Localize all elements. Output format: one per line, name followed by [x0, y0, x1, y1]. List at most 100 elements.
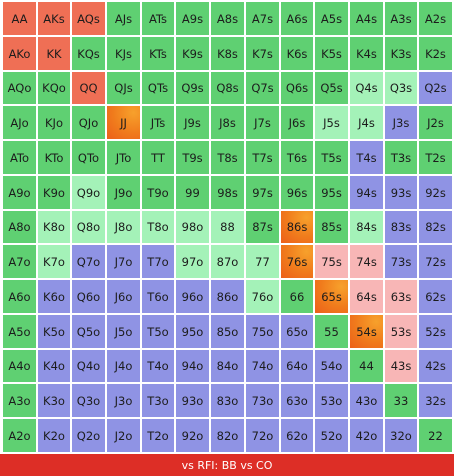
hand-cell[interactable]: Q5o: [71, 314, 106, 349]
hand-cell[interactable]: J9s: [175, 105, 210, 140]
hand-cell[interactable]: 54s: [349, 314, 384, 349]
hand-cell[interactable]: K6s: [280, 36, 314, 71]
hand-cell[interactable]: 52s: [418, 314, 453, 349]
hand-cell[interactable]: 83s: [384, 210, 418, 244]
hand-cell[interactable]: KK: [37, 36, 71, 71]
hand-cell[interactable]: A8o: [2, 210, 37, 244]
hand-cell[interactable]: 22: [418, 418, 453, 453]
hand-cell[interactable]: K5s: [314, 36, 349, 71]
hand-cell[interactable]: Q2o: [71, 418, 106, 453]
hand-cell[interactable]: ATo: [2, 140, 37, 175]
hand-cell[interactable]: 74s: [349, 244, 384, 279]
hand-cell[interactable]: 96o: [175, 279, 210, 314]
hand-cell[interactable]: J5s: [314, 105, 349, 140]
hand-cell[interactable]: QTs: [141, 71, 175, 105]
hand-cell[interactable]: Q8o: [71, 210, 106, 244]
hand-cell[interactable]: QQ: [71, 71, 106, 105]
hand-cell[interactable]: 82s: [418, 210, 453, 244]
hand-cell[interactable]: 76s: [280, 244, 314, 279]
hand-cell[interactable]: K7o: [37, 244, 71, 279]
hand-cell[interactable]: K4s: [349, 36, 384, 71]
hand-cell[interactable]: 44: [349, 349, 384, 383]
hand-cell[interactable]: Q9s: [175, 71, 210, 105]
hand-cell[interactable]: 63o: [280, 383, 314, 418]
hand-cell[interactable]: Q4s: [349, 71, 384, 105]
hand-cell[interactable]: 86s: [280, 210, 314, 244]
hand-cell[interactable]: A7s: [245, 1, 280, 36]
hand-cell[interactable]: 73o: [245, 383, 280, 418]
hand-cell[interactable]: AQs: [71, 1, 106, 36]
hand-cell[interactable]: A9s: [175, 1, 210, 36]
hand-cell[interactable]: 74o: [245, 349, 280, 383]
hand-cell[interactable]: 96s: [280, 175, 314, 210]
hand-cell[interactable]: 32o: [384, 418, 418, 453]
hand-cell[interactable]: 85o: [210, 314, 245, 349]
hand-cell[interactable]: J6s: [280, 105, 314, 140]
hand-cell[interactable]: AJo: [2, 105, 37, 140]
hand-cell[interactable]: J3o: [106, 383, 141, 418]
hand-cell[interactable]: 93s: [384, 175, 418, 210]
hand-cell[interactable]: 84o: [210, 349, 245, 383]
hand-cell[interactable]: T5o: [141, 314, 175, 349]
hand-cell[interactable]: AJs: [106, 1, 141, 36]
hand-cell[interactable]: 84s: [349, 210, 384, 244]
hand-cell[interactable]: K3s: [384, 36, 418, 71]
hand-cell[interactable]: T3s: [384, 140, 418, 175]
hand-cell[interactable]: J9o: [106, 175, 141, 210]
hand-cell[interactable]: 42o: [349, 418, 384, 453]
hand-cell[interactable]: 85s: [314, 210, 349, 244]
hand-cell[interactable]: Q4o: [71, 349, 106, 383]
hand-cell[interactable]: 95s: [314, 175, 349, 210]
hand-cell[interactable]: 72o: [245, 418, 280, 453]
hand-cell[interactable]: J7s: [245, 105, 280, 140]
hand-cell[interactable]: T8s: [210, 140, 245, 175]
hand-cell[interactable]: K5o: [37, 314, 71, 349]
hand-cell[interactable]: T7o: [141, 244, 175, 279]
hand-cell[interactable]: K6o: [37, 279, 71, 314]
hand-cell[interactable]: KTs: [141, 36, 175, 71]
hand-cell[interactable]: 82o: [210, 418, 245, 453]
hand-cell[interactable]: 83o: [210, 383, 245, 418]
hand-cell[interactable]: T6o: [141, 279, 175, 314]
hand-cell[interactable]: AQo: [2, 71, 37, 105]
hand-cell[interactable]: 65s: [314, 279, 349, 314]
hand-cell[interactable]: J4s: [349, 105, 384, 140]
hand-cell[interactable]: 94s: [349, 175, 384, 210]
hand-cell[interactable]: Q9o: [71, 175, 106, 210]
hand-cell[interactable]: Q3o: [71, 383, 106, 418]
hand-cell[interactable]: 93o: [175, 383, 210, 418]
hand-cell[interactable]: T9s: [175, 140, 210, 175]
hand-cell[interactable]: T3o: [141, 383, 175, 418]
hand-cell[interactable]: 87o: [210, 244, 245, 279]
hand-cell[interactable]: T4o: [141, 349, 175, 383]
hand-cell[interactable]: J6o: [106, 279, 141, 314]
hand-cell[interactable]: J8s: [210, 105, 245, 140]
hand-cell[interactable]: A3s: [384, 1, 418, 36]
hand-cell[interactable]: A2o: [2, 418, 37, 453]
hand-cell[interactable]: 97o: [175, 244, 210, 279]
hand-cell[interactable]: 75s: [314, 244, 349, 279]
hand-cell[interactable]: A6s: [280, 1, 314, 36]
hand-cell[interactable]: Q7o: [71, 244, 106, 279]
hand-cell[interactable]: 33: [384, 383, 418, 418]
hand-cell[interactable]: 43o: [349, 383, 384, 418]
hand-cell[interactable]: 43s: [384, 349, 418, 383]
hand-cell[interactable]: K2s: [418, 36, 453, 71]
hand-cell[interactable]: 88: [210, 210, 245, 244]
hand-cell[interactable]: T7s: [245, 140, 280, 175]
hand-cell[interactable]: Q5s: [314, 71, 349, 105]
hand-cell[interactable]: J2s: [418, 105, 453, 140]
hand-cell[interactable]: 64s: [349, 279, 384, 314]
hand-cell[interactable]: J7o: [106, 244, 141, 279]
hand-cell[interactable]: 97s: [245, 175, 280, 210]
hand-cell[interactable]: 98o: [175, 210, 210, 244]
hand-cell[interactable]: 99: [175, 175, 210, 210]
hand-cell[interactable]: 53o: [314, 383, 349, 418]
hand-cell[interactable]: J4o: [106, 349, 141, 383]
hand-cell[interactable]: A4o: [2, 349, 37, 383]
hand-cell[interactable]: 75o: [245, 314, 280, 349]
hand-cell[interactable]: T9o: [141, 175, 175, 210]
hand-cell[interactable]: AA: [2, 1, 37, 36]
hand-cell[interactable]: 66: [280, 279, 314, 314]
hand-cell[interactable]: J5o: [106, 314, 141, 349]
